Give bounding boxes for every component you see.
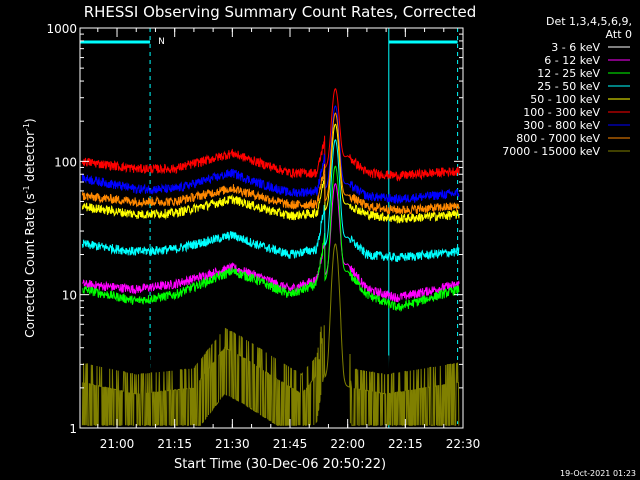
- x-tick-label-0: 21:00: [100, 437, 135, 451]
- legend-header-1: Att 0: [606, 28, 632, 41]
- series-line-4: [81, 123, 460, 224]
- x-tick-label-3: 21:45: [273, 437, 308, 451]
- series-line-8: [81, 243, 460, 427]
- x-tick-label-5: 22:15: [388, 437, 423, 451]
- series-line-2: [82, 165, 460, 313]
- legend-label-4: 50 - 100 keV: [530, 93, 600, 106]
- timestamp: 19-Oct-2021 01:23: [560, 469, 636, 478]
- legend-label-1: 6 - 12 keV: [544, 54, 600, 67]
- flag-bar-label: N: [158, 37, 165, 47]
- x-tick-label-2: 21:30: [215, 437, 250, 451]
- series-line-5: [81, 88, 460, 182]
- y-tick-label-3: 1000: [46, 22, 77, 36]
- plot-area: N: [79, 28, 460, 428]
- axes: 1 10 100 1000 21:00 21:15 21:30 21:45 22:00 22:15…: [46, 22, 480, 451]
- y-axis-label: Corrected Count Rate (s-1 detector-1): [22, 118, 37, 337]
- plot-frame: [79, 27, 464, 429]
- legend-label-0: 3 - 6 keV: [551, 41, 600, 54]
- legend-label-8: 7000 - 15000 keV: [502, 145, 600, 158]
- legend-label-3: 25 - 50 keV: [537, 80, 600, 93]
- x-tick-label-4: 22:00: [330, 437, 365, 451]
- legend-header-0: Det 1,3,4,5,6,9,: [546, 15, 632, 28]
- legend-label-6: 300 - 800 keV: [523, 119, 600, 132]
- legend-label-2: 12 - 25 keV: [537, 67, 600, 80]
- chart-title: RHESSI Observing Summary Count Rates, Co…: [84, 3, 477, 21]
- series-line-6: [81, 105, 460, 204]
- series-line-7: [81, 112, 460, 216]
- x-tick-label-6: 22:30: [446, 437, 481, 451]
- y-tick-label-0: 1: [69, 422, 77, 436]
- legend-label-5: 100 - 300 keV: [523, 106, 600, 119]
- x-tick-label-1: 21:15: [157, 437, 192, 451]
- series-line-3: [81, 139, 460, 262]
- y-tick-label-2: 100: [54, 155, 77, 169]
- x-axis-label: Start Time (30-Dec-06 20:50:22): [174, 457, 386, 472]
- y-tick-label-1: 10: [62, 289, 77, 303]
- legend-label-7: 800 - 7000 keV: [516, 132, 600, 145]
